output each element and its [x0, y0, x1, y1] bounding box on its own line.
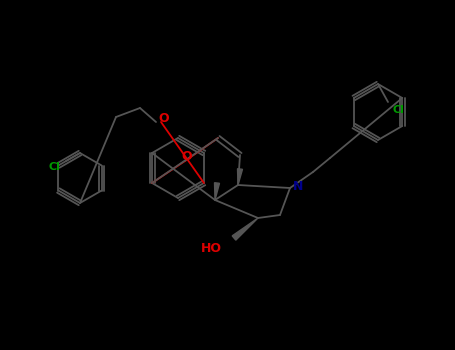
Polygon shape [238, 169, 243, 185]
Text: N: N [293, 180, 303, 193]
Text: O: O [159, 112, 169, 125]
Text: Cl: Cl [48, 162, 60, 172]
Text: HO: HO [201, 241, 222, 254]
Polygon shape [232, 218, 258, 240]
Polygon shape [214, 183, 219, 200]
Text: O: O [182, 150, 192, 163]
Text: Cl: Cl [392, 105, 404, 115]
